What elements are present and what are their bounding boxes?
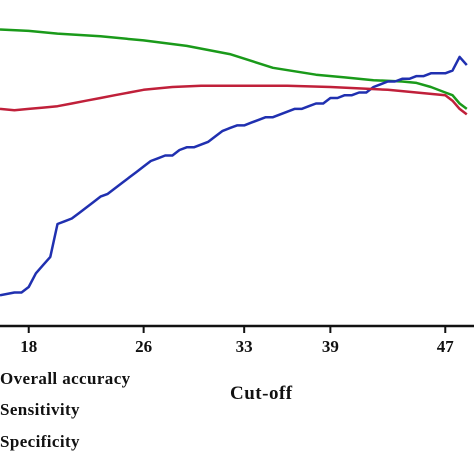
x-tick-label: 39: [322, 337, 339, 356]
x-ticks: 18 26 33 39 47: [20, 326, 454, 356]
series-line-sensitivity: [0, 55, 468, 297]
series-line-overall-accuracy: [0, 28, 468, 110]
x-tick-label: 26: [135, 337, 152, 356]
x-axis-title: Cut-off: [230, 383, 293, 404]
legend: Overall accuracy Sensitivity Specificity: [0, 369, 131, 451]
plot-area: 18 26 33 39 47: [0, 28, 474, 356]
x-tick-label: 33: [236, 337, 253, 356]
series-line-specificity: [0, 84, 468, 116]
x-tick-label: 47: [437, 337, 455, 356]
series-layer: [0, 28, 468, 297]
x-tick-label: 18: [20, 337, 37, 356]
legend-label-sensitivity: Sensitivity: [0, 400, 80, 419]
legend-label-specificity: Specificity: [0, 432, 80, 451]
legend-label-overall-accuracy: Overall accuracy: [0, 369, 131, 388]
